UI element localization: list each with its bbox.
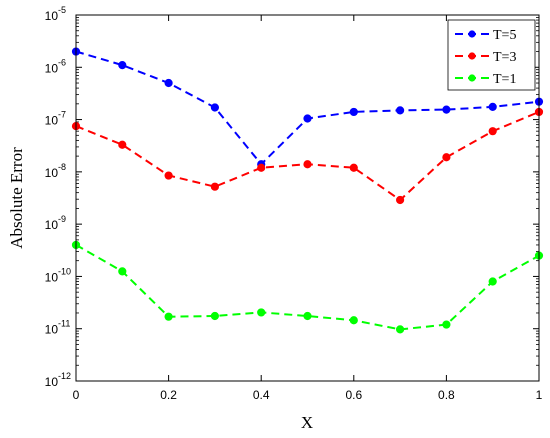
data-point bbox=[164, 312, 173, 321]
x-tick-label: 0.8 bbox=[438, 388, 455, 402]
series-line-1 bbox=[75, 110, 540, 202]
y-tick-label: 10 bbox=[45, 61, 59, 75]
data-point bbox=[303, 114, 312, 123]
data-point bbox=[442, 105, 451, 114]
y-tick-exponent: -5 bbox=[58, 5, 66, 15]
data-point bbox=[349, 163, 358, 172]
data-point bbox=[442, 153, 451, 162]
legend-marker-2 bbox=[468, 74, 476, 82]
y-tick-exponent: -9 bbox=[58, 214, 66, 224]
legend: T=5 T=3 T=1 bbox=[447, 19, 536, 91]
y-tick-label: 10 bbox=[45, 114, 59, 128]
data-point bbox=[164, 78, 173, 88]
x-tick-label: 0 bbox=[73, 388, 80, 402]
legend-label-1: T=3 bbox=[493, 50, 516, 65]
y-tick-exponent: -7 bbox=[58, 110, 66, 120]
x-axis-title: X bbox=[301, 413, 313, 432]
data-point bbox=[210, 182, 219, 191]
y-tick-exponent: -12 bbox=[58, 371, 71, 381]
data-point bbox=[257, 308, 266, 317]
data-point bbox=[118, 61, 127, 70]
data-point bbox=[303, 160, 312, 169]
data-point bbox=[349, 107, 358, 117]
data-point bbox=[118, 267, 127, 276]
y-tick-label: 10 bbox=[45, 375, 59, 389]
legend-label-2: T=1 bbox=[493, 72, 516, 87]
data-point bbox=[396, 325, 405, 334]
data-point bbox=[118, 140, 127, 149]
series-line-2 bbox=[75, 244, 540, 331]
y-tick-exponent: -6 bbox=[58, 57, 66, 67]
y-tick-label: 10 bbox=[45, 270, 59, 284]
data-point bbox=[349, 316, 358, 325]
legend-marker-1 bbox=[468, 52, 476, 60]
plot-frame bbox=[75, 14, 540, 382]
y-tick-label: 10 bbox=[45, 9, 59, 23]
y-tick-exponent: -10 bbox=[58, 266, 71, 276]
y-tick-label: 10 bbox=[45, 323, 59, 337]
series-layer bbox=[71, 47, 544, 334]
data-point bbox=[257, 163, 266, 172]
x-tick-label: 0.2 bbox=[160, 388, 177, 402]
data-point bbox=[210, 103, 219, 112]
data-point bbox=[164, 171, 173, 180]
data-point bbox=[488, 127, 497, 136]
data-point bbox=[488, 102, 497, 111]
y-tick-label: 10 bbox=[45, 218, 59, 232]
data-point bbox=[396, 106, 405, 115]
data-point bbox=[303, 311, 312, 321]
data-point bbox=[442, 320, 451, 329]
data-point bbox=[488, 277, 497, 286]
x-tick-label: 0.4 bbox=[253, 388, 270, 402]
x-tick-label: 0.6 bbox=[345, 388, 362, 402]
y-axis-title: Absolute Error bbox=[7, 147, 26, 249]
y-tick-exponent: -11 bbox=[58, 319, 70, 329]
y-tick-label: 10 bbox=[45, 166, 59, 180]
x-axis-ticks: 0 0.2 0.4 0.6 0.8 1 bbox=[73, 15, 543, 402]
data-point bbox=[210, 311, 219, 321]
y-tick-exponent: -8 bbox=[58, 162, 66, 172]
x-tick-label: 1 bbox=[536, 388, 543, 402]
data-point bbox=[396, 195, 405, 205]
legend-label-0: T=5 bbox=[493, 28, 516, 43]
legend-marker-0 bbox=[468, 30, 476, 38]
